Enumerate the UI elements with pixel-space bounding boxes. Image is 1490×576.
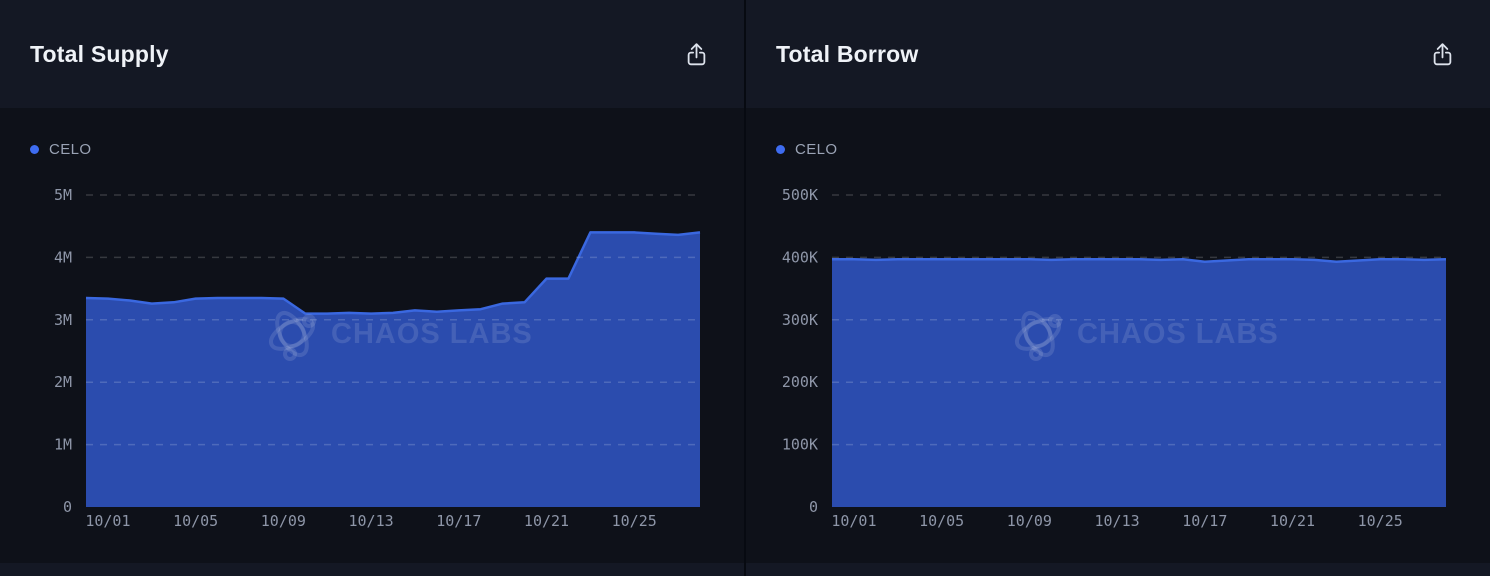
supply-area-chart: 0 1M 2M 3M 4M 5M 10/01 10/05 10/09 10/13 10/17 10/2…: [54, 186, 701, 530]
watermark-text: CHAOS LABS: [331, 318, 533, 350]
y-tick-label: 1M: [54, 436, 72, 454]
series-area: [86, 232, 700, 507]
y-tick-label: 3M: [54, 311, 72, 329]
x-tick-label: 10/01: [831, 512, 876, 530]
next-card-edge: [746, 563, 1490, 576]
watermark-text: CHAOS LABS: [1077, 318, 1279, 350]
total-borrow-header: Total Borrow: [746, 0, 1490, 108]
export-button[interactable]: [679, 37, 714, 72]
x-tick-label: 10/13: [348, 512, 393, 530]
page-title: Total Supply: [30, 40, 169, 67]
chaos-labs-logo-icon: [268, 310, 316, 361]
x-tick-label: 10/21: [1270, 512, 1315, 530]
series-area: [832, 259, 1446, 507]
chaos-labs-watermark: CHAOS LABS: [268, 310, 533, 361]
export-button[interactable]: [1425, 37, 1460, 72]
chaos-labs-watermark: CHAOS LABS: [1014, 310, 1279, 361]
x-tick-label: 10/25: [612, 512, 657, 530]
x-tick-label: 10/09: [261, 512, 306, 530]
x-tick-label: 10/05: [173, 512, 218, 530]
y-tick-label: 100K: [782, 436, 818, 454]
legend-label: CELO: [49, 140, 92, 158]
y-tick-label: 200K: [782, 373, 818, 391]
total-borrow-panel: Total Borrow CELO 0 100K 200K 300K 400K 500K 1…: [746, 0, 1490, 576]
x-tick-label: 10/17: [436, 512, 481, 530]
x-tick-label: 10/09: [1007, 512, 1052, 530]
legend-item-celo[interactable]: CELO: [776, 138, 1490, 160]
y-tick-label: 4M: [54, 248, 72, 266]
page-title: Total Borrow: [776, 40, 919, 67]
chaos-labs-logo-icon: [1014, 310, 1062, 361]
y-tick-label: 300K: [782, 311, 818, 329]
x-tick-label: 10/01: [85, 512, 130, 530]
next-card-edge: [0, 563, 744, 576]
x-tick-label: 10/05: [919, 512, 964, 530]
y-tick-label: 400K: [782, 248, 818, 266]
legend-dot: [776, 144, 785, 154]
x-tick-label: 10/13: [1094, 512, 1139, 530]
x-tick-label: 10/17: [1182, 512, 1227, 530]
legend-item-celo[interactable]: CELO: [30, 138, 744, 160]
share-icon: [1433, 42, 1452, 65]
y-tick-label: 500K: [782, 186, 818, 204]
total-supply-panel: Total Supply CELO 0 1M 2M 3M 4M 5M 10/01 10/05 1…: [0, 0, 744, 576]
legend-label: CELO: [795, 140, 838, 158]
legend-dot: [30, 144, 39, 154]
series-line: [85, 231, 701, 315]
share-icon: [687, 42, 706, 65]
x-tick-label: 10/25: [1358, 512, 1403, 530]
x-tick-label: 10/21: [524, 512, 569, 530]
y-tick-label: 5M: [54, 186, 72, 204]
y-tick-label: 0: [809, 498, 818, 516]
y-tick-label: 0: [63, 498, 72, 516]
y-tick-label: 2M: [54, 373, 72, 391]
total-supply-header: Total Supply: [0, 0, 744, 108]
series-line: [832, 258, 1447, 264]
borrow-area-chart: 0 100K 200K 300K 400K 500K 10/01 10/05 10/09 10/1…: [782, 186, 1447, 530]
